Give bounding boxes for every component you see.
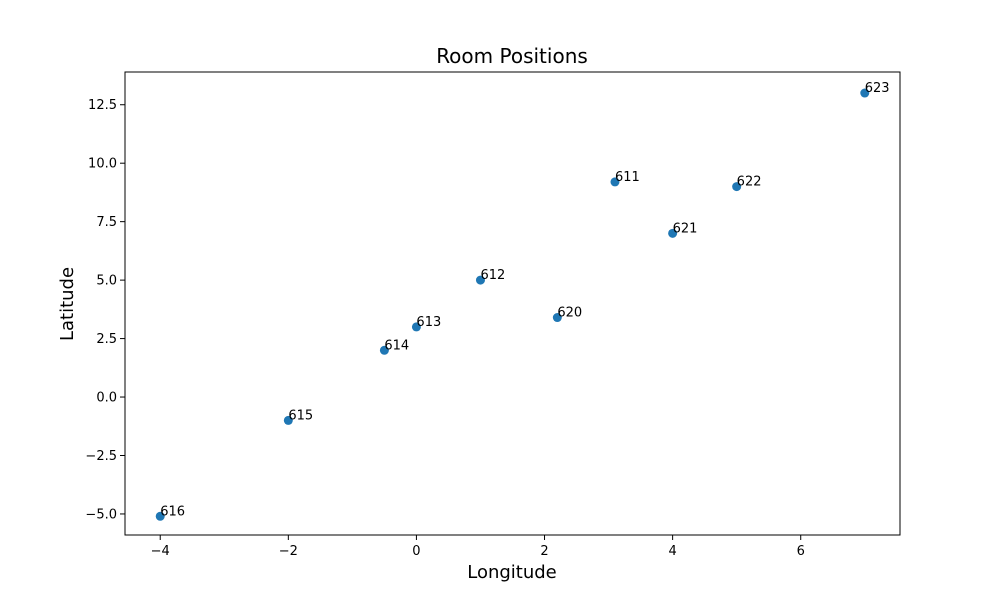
x-tick-label: −2	[279, 544, 298, 559]
point-label-611: 611	[615, 170, 640, 185]
y-tick-label: 5.0	[96, 274, 117, 289]
scatter-point-622	[732, 182, 742, 192]
scatter-point-612	[475, 275, 485, 285]
x-axis: −4 −2 0 2 4 6	[151, 535, 805, 559]
point-label-622: 622	[737, 175, 762, 190]
scatter-point-611	[610, 177, 620, 187]
point-label-612: 612	[480, 268, 505, 283]
scatter-point-614	[379, 345, 389, 355]
point-label-613: 613	[416, 315, 441, 330]
scatter-point-620	[552, 313, 562, 323]
scatter-point-613	[411, 322, 421, 332]
point-label-614: 614	[384, 338, 409, 353]
y-tick-label: 12.5	[88, 98, 117, 113]
plot-frame	[124, 71, 901, 536]
y-tick-label: 7.5	[96, 215, 117, 230]
x-tick-label: 6	[797, 544, 805, 559]
point-label-621: 621	[673, 221, 698, 236]
y-tick-label: 2.5	[96, 332, 117, 347]
y-axis: −5.0 −2.5 0.0 2.5 5.0 7.5 10.0 12.5	[85, 98, 125, 522]
point-label-620: 620	[557, 306, 582, 321]
scatter-point-621	[668, 228, 678, 238]
scatter-point-623	[860, 88, 870, 98]
x-axis-label: Longitude	[467, 562, 557, 583]
data-points: 611 612 613 614 615 616 620 621 622 623	[155, 81, 890, 521]
y-axis-label: Latitude	[57, 267, 78, 341]
y-tick-label: −5.0	[85, 507, 117, 522]
y-tick-label: 10.0	[88, 157, 117, 172]
point-label-615: 615	[288, 408, 313, 423]
point-label-616: 616	[160, 504, 185, 519]
point-label-623: 623	[865, 81, 890, 96]
chart-title: Room Positions	[436, 44, 588, 68]
x-tick-label: −4	[151, 544, 170, 559]
scatter-point-616	[155, 511, 165, 521]
x-tick-label: 0	[412, 544, 420, 559]
x-tick-label: 2	[540, 544, 548, 559]
scatter-point-615	[283, 415, 293, 425]
y-tick-label: −2.5	[85, 449, 117, 464]
y-tick-label: 0.0	[96, 391, 117, 406]
x-tick-label: 4	[668, 544, 676, 559]
